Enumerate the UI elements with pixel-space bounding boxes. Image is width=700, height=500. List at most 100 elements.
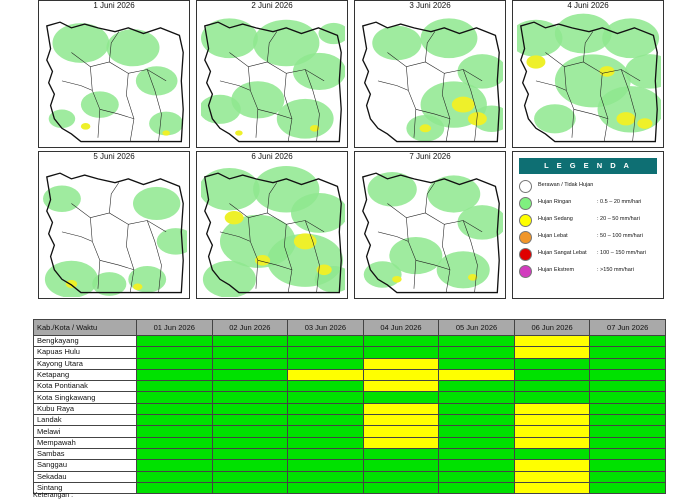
- rain-level-cell: [438, 368, 515, 382]
- rain-level-cell: [589, 414, 666, 427]
- region-name: Ketapang: [33, 368, 137, 382]
- region-name: Bengkayang: [33, 334, 137, 348]
- rain-level-cell: [589, 334, 666, 348]
- region-name: Kota Singkawang: [33, 391, 137, 404]
- region-name: Landak: [33, 414, 137, 427]
- table-header-region: Kab./Kota / Waktu: [33, 319, 137, 336]
- rain-level-cell: [438, 470, 515, 483]
- rain-level-cell: [136, 481, 213, 495]
- rain-level-cell: [136, 447, 213, 461]
- table-row: Bengkayang: [33, 334, 666, 348]
- rain-light-area: [43, 185, 187, 297]
- table-header-date: 02 Jun 2026: [211, 319, 289, 336]
- regency-boundary: [219, 80, 251, 91]
- rain-level-cell: [362, 459, 440, 472]
- map-panel-title: 5 Juni 2026: [93, 152, 135, 161]
- province-boundary: [362, 21, 500, 143]
- table-row: Kubu Raya: [33, 402, 666, 416]
- map-panel-title: 7 Juni 2026: [409, 152, 451, 161]
- rain-level-cell: [513, 346, 591, 359]
- regency-boundary: [248, 66, 259, 138]
- rain-level-cell: [438, 380, 515, 393]
- rain-moderate-area: [65, 280, 143, 291]
- rain-level-cell: [287, 391, 364, 404]
- map-panel-title: 4 Juni 2026: [567, 1, 609, 10]
- legend-label: Hujan Lebat: [538, 233, 568, 239]
- regency-boundary: [229, 52, 325, 82]
- legend-item: Hujan Sangat Lebat: 100 – 150 mm/hari: [519, 248, 663, 262]
- rain-level-cell: [287, 334, 364, 348]
- rain-level-cell: [136, 402, 213, 416]
- rain-level-cell: [362, 346, 440, 359]
- rain-level-cell: [513, 459, 591, 472]
- table-header-date: 03 Jun 2026: [287, 319, 364, 336]
- region-name: Melawi: [33, 425, 137, 438]
- rain-level-cell: [211, 402, 289, 416]
- regency-boundary: [462, 69, 478, 142]
- province-boundary: [204, 172, 342, 294]
- legend-label: Hujan Ringan: [538, 199, 572, 205]
- regency-boundary: [248, 217, 259, 289]
- rain-level-cell: [136, 436, 213, 449]
- rain-level-cell: [438, 402, 515, 416]
- rain-light-area: [201, 166, 345, 297]
- rainfall-map: [517, 13, 661, 143]
- region-name: Sekadau: [33, 470, 137, 483]
- regency-boundary: [425, 31, 436, 62]
- province-boundary: [520, 21, 658, 143]
- regency-boundary: [442, 73, 451, 142]
- rain-level-cell: [287, 425, 364, 438]
- regency-boundary: [146, 220, 162, 293]
- rain-level-cell: [438, 425, 515, 438]
- rain-level-cell: [438, 481, 515, 495]
- rain-level-cell: [362, 414, 440, 427]
- rain-level-cell: [136, 391, 213, 404]
- rain-level-cell: [287, 447, 364, 461]
- rain-level-cell: [513, 391, 591, 404]
- map-panel-title: 3 Juni 2026: [409, 1, 451, 10]
- rain-level-cell: [362, 470, 440, 483]
- rain-level-cell: [211, 459, 289, 472]
- regency-boundary: [267, 31, 278, 62]
- rain-level-cell: [211, 346, 289, 359]
- rain-level-cell: [589, 346, 666, 359]
- table-row: Mempawah: [33, 436, 666, 449]
- province-boundary: [204, 21, 342, 143]
- table-header-date: 07 Jun 2026: [589, 319, 666, 336]
- regency-boundary: [415, 260, 451, 271]
- regency-boundary: [304, 69, 320, 142]
- legend-label: Hujan Ekstrem: [538, 267, 575, 273]
- rain-level-cell: [362, 380, 440, 393]
- forecast-map-panel: 1 Juni 2026: [38, 0, 190, 148]
- legend-range: : 20 – 50 mm/hari: [597, 216, 640, 222]
- rain-level-cell: [136, 346, 213, 359]
- rain-level-cell: [513, 402, 591, 416]
- rain-level-cell: [136, 459, 213, 472]
- legend-label: Hujan Sedang: [538, 216, 573, 222]
- rain-level-cell: [136, 380, 213, 393]
- rain-level-cell: [589, 436, 666, 449]
- rain-level-cell: [438, 334, 515, 348]
- table-row: Sintang: [33, 481, 666, 495]
- rain-level-cell: [362, 425, 440, 438]
- legend-item: Berawan / Tidak Hujan: [519, 180, 663, 194]
- rain-level-cell: [589, 481, 666, 495]
- regency-boundary: [257, 260, 293, 271]
- regency-boundary: [462, 220, 478, 293]
- rain-level-cell: [589, 391, 666, 404]
- rain-level-cell: [287, 481, 364, 495]
- regency-boundary: [600, 73, 609, 142]
- forecast-map-panel: 5 Juni 2026: [38, 151, 190, 299]
- rain-level-cell: [513, 334, 591, 348]
- regency-boundary: [425, 182, 436, 213]
- rain-level-cell: [362, 334, 440, 348]
- rain-level-cell: [513, 470, 591, 483]
- regency-boundary: [109, 31, 120, 62]
- table-header-row: Kab./Kota / Waktu 01 Jun 2026 02 Jun 2026…: [33, 319, 666, 336]
- rain-level-cell: [589, 380, 666, 393]
- regency-boundary: [61, 80, 93, 91]
- rain-moderate-area: [526, 55, 653, 129]
- regency-boundary: [99, 109, 135, 120]
- table-row: Kayong Utara: [33, 357, 666, 370]
- rain-level-cell: [362, 402, 440, 416]
